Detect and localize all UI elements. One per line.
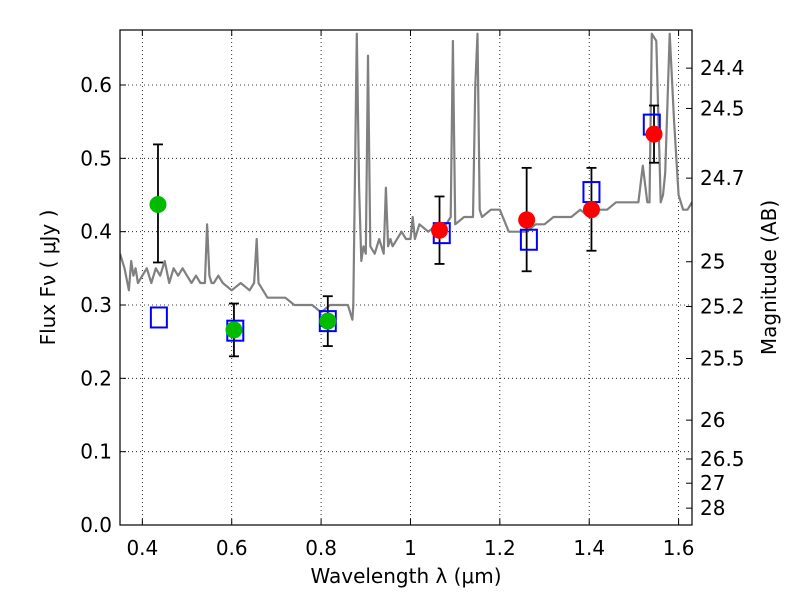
- y-tick-label: 0.3: [80, 293, 112, 317]
- data-point-marker: [225, 321, 243, 339]
- data-point-marker: [431, 221, 449, 239]
- spectrum-line: [120, 32, 692, 321]
- x-axis-title: Wavelength λ (μm): [310, 564, 501, 588]
- spectrum-layer: [120, 32, 692, 321]
- x-tick-label: 1.2: [484, 536, 516, 560]
- data-point-marker: [582, 201, 600, 219]
- x-tick-label: 1.4: [573, 536, 605, 560]
- x-tick-label: 1: [404, 536, 417, 560]
- right-tick-label: 24.7: [700, 166, 745, 190]
- right-tick-label: 25: [700, 250, 725, 274]
- plot-frame: [119, 29, 693, 526]
- y-tick-label: 0.1: [80, 440, 112, 464]
- x-tick-label: 0.8: [305, 536, 337, 560]
- right-tick-label: 26: [700, 408, 725, 432]
- right-tick-label: 28: [700, 496, 725, 520]
- right-tick-label: 24.4: [700, 56, 745, 80]
- data-point-marker: [149, 196, 167, 214]
- model-square-marker: [519, 228, 538, 251]
- y-tick-label: 0.5: [80, 146, 112, 170]
- x-tick-label: 1.6: [663, 536, 695, 560]
- x-tick-label: 0.4: [126, 536, 158, 560]
- y-tick-label: 0.2: [80, 366, 112, 390]
- right-tick-label: 25.2: [700, 294, 745, 318]
- data-point-marker: [645, 125, 663, 143]
- data-point-marker: [319, 312, 337, 330]
- y-tick-label: 0.6: [80, 73, 112, 97]
- right-tick-label: 24.5: [700, 96, 745, 120]
- right-tick-label: 25.5: [700, 347, 745, 371]
- y-tick-label: 0.4: [80, 220, 112, 244]
- right-axis-title: Magnitude (AB): [757, 200, 781, 355]
- x-tick-label: 0.6: [216, 536, 248, 560]
- data-point-marker: [518, 211, 536, 229]
- y-tick-label: 0.0: [80, 513, 112, 537]
- model-square-marker: [149, 306, 168, 329]
- y-axis-title: Flux Fν ( μJy ): [36, 210, 60, 346]
- ticks: 0.4 0.6 0.8 1 1.2 1.4 1.6 0.0 0.1 0.2 0.3 0.4 0.5 0.6…: [80, 30, 745, 560]
- right-tick-label: 27: [700, 471, 725, 495]
- right-tick-label: 26.5: [700, 447, 745, 471]
- points-layer: [149, 104, 663, 358]
